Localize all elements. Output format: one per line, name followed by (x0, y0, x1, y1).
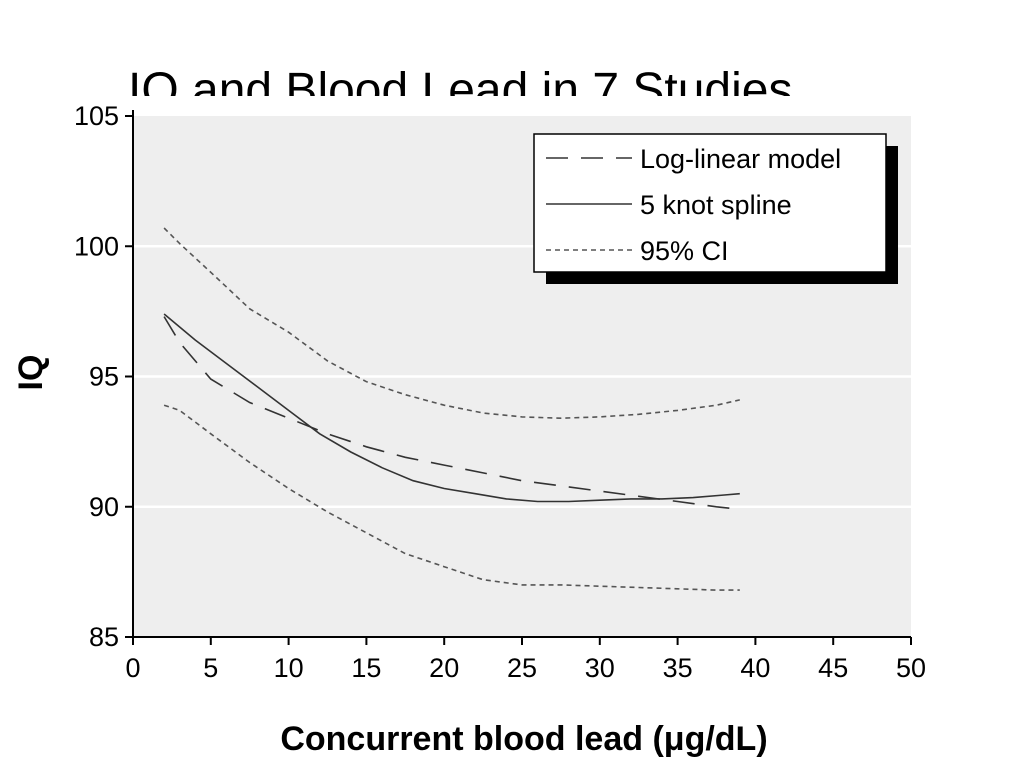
series-layer (163, 227, 740, 591)
x-tick-label: 40 (740, 653, 770, 683)
y-tick-label: 105 (74, 101, 119, 131)
y-axis-label: IQ (12, 355, 50, 391)
series-line-2 (163, 313, 740, 503)
x-tick-label: 20 (429, 653, 459, 683)
x-tick-label: 45 (818, 653, 848, 683)
legend-label: Log-linear model (640, 144, 841, 174)
x-tick-label: 35 (663, 653, 693, 683)
legend-label: 95% CI (640, 236, 729, 266)
series-line-3 (163, 227, 740, 420)
x-tick-label: 25 (507, 653, 537, 683)
x-tick-label: 10 (274, 653, 304, 683)
y-tick-label: 90 (89, 492, 119, 522)
x-tick-labels: 0 5 10 15 20 25 30 35 40 45 50 (125, 653, 926, 683)
series-line-4 (163, 404, 740, 591)
x-tick-label: 50 (896, 653, 926, 683)
series-line-1 (163, 316, 740, 511)
x-axis-label: Concurrent blood lead (μg/dL) (280, 720, 767, 758)
y-tick-labels: 85 90 95 100 105 (74, 101, 119, 652)
y-tick-label: 95 (89, 362, 119, 392)
y-tick-label: 100 (74, 231, 119, 261)
legend: Log-linear model 5 knot spline 95% CI (533, 133, 898, 284)
x-tick-label: 5 (203, 653, 218, 683)
x-tick-label: 15 (351, 653, 381, 683)
axes (125, 110, 912, 645)
x-tick-label: 0 (125, 653, 140, 683)
slide-title: IQ and Blood Lead in 7 Studies (128, 64, 793, 96)
x-tick-label: 30 (585, 653, 615, 683)
y-tick-label: 85 (89, 622, 119, 652)
legend-label: 5 knot spline (640, 190, 792, 220)
legend-box (533, 133, 887, 273)
